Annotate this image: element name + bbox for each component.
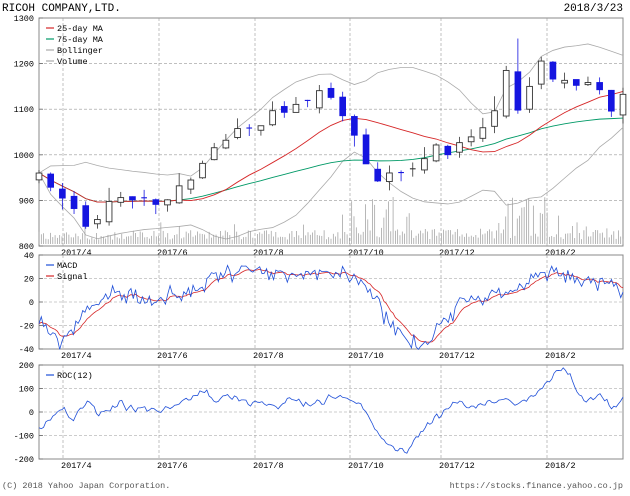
svg-text:2017/10: 2017/10 [348,461,384,471]
svg-text:-40: -40 [19,345,34,355]
svg-text:40: 40 [24,251,34,261]
svg-text:2017/6: 2017/6 [157,248,188,258]
svg-text:2017/6: 2017/6 [157,351,188,361]
svg-text:1000: 1000 [14,151,34,161]
svg-text:2017/4: 2017/4 [61,461,92,471]
svg-text:(C) 2018 Yahoo Japan Corporati: (C) 2018 Yahoo Japan Corporation. [2,481,170,491]
svg-text:2017/12: 2017/12 [439,248,475,258]
svg-text:Signal: Signal [57,272,88,282]
svg-text:2017/10: 2017/10 [348,351,384,361]
svg-text:https://stocks.finance.yahoo.c: https://stocks.finance.yahoo.co.jp [450,481,623,491]
svg-text:2018/2: 2018/2 [545,461,576,471]
svg-text:1200: 1200 [14,60,34,70]
svg-text:-200: -200 [14,455,34,465]
svg-text:Volume: Volume [57,57,88,67]
svg-text:75-day MA: 75-day MA [57,35,104,45]
svg-text:2017/8: 2017/8 [253,461,284,471]
svg-text:25-day MA: 25-day MA [57,24,104,34]
svg-text:2017/8: 2017/8 [253,351,284,361]
svg-text:2017/4: 2017/4 [61,351,92,361]
svg-text:ROC(12): ROC(12) [57,371,93,381]
svg-text:900: 900 [19,196,34,206]
svg-text:20: 20 [24,275,34,285]
svg-text:1300: 1300 [14,14,34,24]
svg-text:-100: -100 [14,432,34,442]
svg-text:Bollinger: Bollinger [57,46,103,56]
svg-text:2017/10: 2017/10 [348,248,384,258]
svg-text:0: 0 [29,408,34,418]
svg-text:100: 100 [19,385,34,395]
svg-text:-20: -20 [19,322,34,332]
svg-text:2018/3/23: 2018/3/23 [564,3,623,15]
svg-text:2017/8: 2017/8 [253,248,284,258]
svg-text:2017/12: 2017/12 [439,351,475,361]
svg-text:0: 0 [29,298,34,308]
svg-text:MACD: MACD [57,261,77,271]
svg-text:1100: 1100 [14,105,34,115]
svg-text:200: 200 [19,361,34,371]
svg-text:2018/2: 2018/2 [545,248,576,258]
svg-text:RICOH COMPANY,LTD.: RICOH COMPANY,LTD. [2,3,121,15]
svg-text:2018/2: 2018/2 [545,351,576,361]
svg-text:2017/4: 2017/4 [61,248,92,258]
svg-text:2017/12: 2017/12 [439,461,475,471]
svg-text:2017/6: 2017/6 [157,461,188,471]
